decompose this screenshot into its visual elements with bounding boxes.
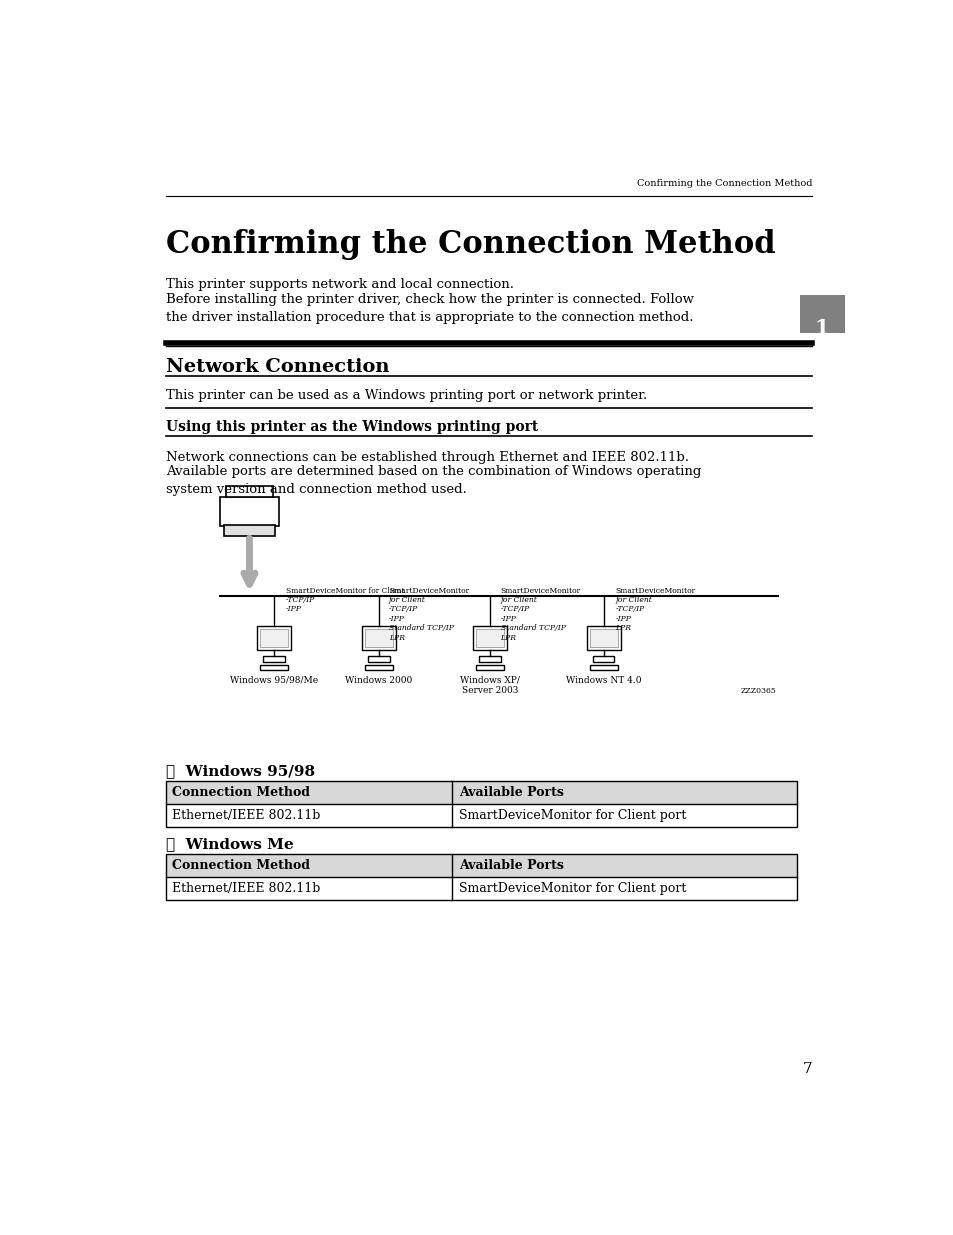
Text: SmartDeviceMonitor for Client port: SmartDeviceMonitor for Client port <box>458 809 685 823</box>
Text: Available Ports: Available Ports <box>458 787 563 799</box>
Bar <box>166 855 797 877</box>
Text: Windows XP/
Server 2003: Windows XP/ Server 2003 <box>459 676 519 695</box>
Text: ZZZ0365: ZZZ0365 <box>740 687 776 695</box>
Text: Confirming the Connection Method: Confirming the Connection Method <box>166 228 775 261</box>
Text: Network connections can be established through Ethernet and IEEE 802.11b.: Network connections can be established t… <box>166 451 688 464</box>
Bar <box>799 294 843 333</box>
Text: Windows 95/98/Me: Windows 95/98/Me <box>230 676 318 684</box>
Bar <box>166 804 797 827</box>
Bar <box>166 782 797 804</box>
Bar <box>476 629 503 647</box>
Text: 7: 7 <box>801 1062 811 1076</box>
Text: SmartDeviceMonitor: SmartDeviceMonitor <box>389 587 469 595</box>
Text: SmartDeviceMonitor: SmartDeviceMonitor <box>615 587 695 595</box>
Bar <box>166 855 797 900</box>
Text: SmartDeviceMonitor for Client: SmartDeviceMonitor for Client <box>286 587 404 595</box>
Text: 1: 1 <box>814 319 828 338</box>
Bar <box>589 664 617 671</box>
Text: SmartDeviceMonitor: SmartDeviceMonitor <box>500 587 580 595</box>
Bar <box>260 664 288 671</box>
Text: -TCP/IP
-IPP: -TCP/IP -IPP <box>286 595 314 613</box>
Text: Windows 2000: Windows 2000 <box>345 676 412 684</box>
Text: Available ports are determined based on the combination of Windows operating
sys: Available ports are determined based on … <box>166 464 700 495</box>
Bar <box>263 656 285 662</box>
Text: Network Connection: Network Connection <box>166 358 389 375</box>
Bar <box>586 626 620 651</box>
Text: Windows NT 4.0: Windows NT 4.0 <box>565 676 640 684</box>
Bar <box>220 496 278 526</box>
Bar <box>368 656 390 662</box>
Bar <box>365 629 393 647</box>
Bar <box>592 656 614 662</box>
Bar <box>478 656 500 662</box>
Bar <box>224 525 274 536</box>
Text: Available Ports: Available Ports <box>458 860 563 872</box>
Bar <box>166 782 797 827</box>
Text: Connection Method: Connection Method <box>172 787 310 799</box>
Bar <box>361 626 395 651</box>
Bar <box>365 664 393 671</box>
Text: Ethernet/IEEE 802.11b: Ethernet/IEEE 802.11b <box>172 809 320 823</box>
Bar <box>166 877 797 900</box>
Text: Connection Method: Connection Method <box>172 860 310 872</box>
Text: ❖  Windows Me: ❖ Windows Me <box>166 837 294 851</box>
Text: Ethernet/IEEE 802.11b: Ethernet/IEEE 802.11b <box>172 883 320 895</box>
Bar <box>589 629 617 647</box>
Text: for Client
-TCP/IP
-IPP
Standard TCP/IP
LPR: for Client -TCP/IP -IPP Standard TCP/IP … <box>389 595 454 641</box>
Text: for Client
-TCP/IP
-IPP
Standard TCP/IP
LPR: for Client -TCP/IP -IPP Standard TCP/IP … <box>500 595 565 641</box>
Text: Confirming the Connection Method: Confirming the Connection Method <box>636 179 811 188</box>
Bar <box>257 626 291 651</box>
Text: This printer can be used as a Windows printing port or network printer.: This printer can be used as a Windows pr… <box>166 389 646 403</box>
Bar <box>226 487 273 496</box>
Text: ❖  Windows 95/98: ❖ Windows 95/98 <box>166 764 314 778</box>
Bar <box>472 626 506 651</box>
Text: Using this printer as the Windows printing port: Using this printer as the Windows printi… <box>166 420 537 433</box>
Text: SmartDeviceMonitor for Client port: SmartDeviceMonitor for Client port <box>458 883 685 895</box>
Text: This printer supports network and local connection.: This printer supports network and local … <box>166 278 514 290</box>
Text: for Client
-TCP/IP
-IPP
LPR: for Client -TCP/IP -IPP LPR <box>615 595 652 632</box>
Text: Before installing the printer driver, check how the printer is connected. Follow: Before installing the printer driver, ch… <box>166 293 693 324</box>
Bar <box>260 629 288 647</box>
Bar <box>476 664 503 671</box>
